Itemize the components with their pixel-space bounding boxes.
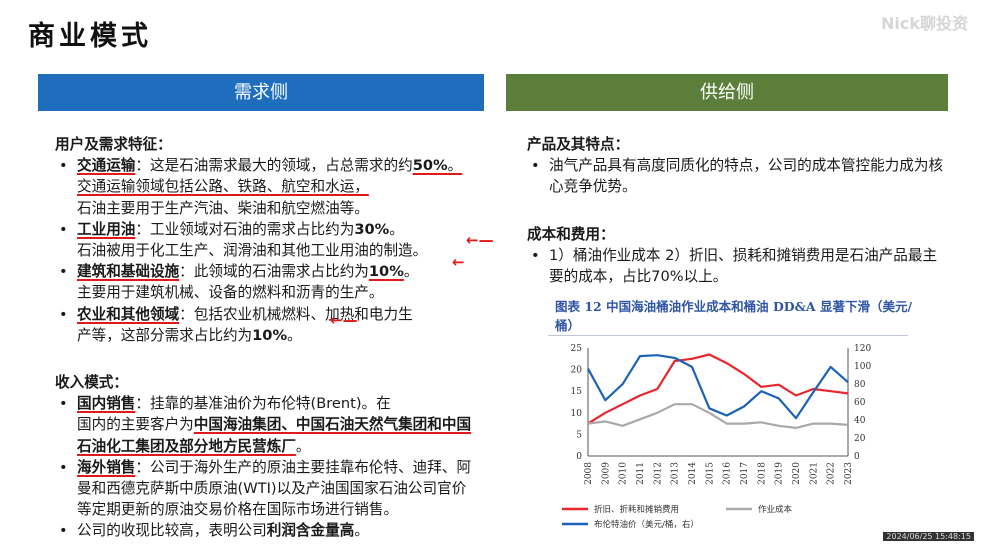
industry-text-1: ：工业领域对石油的需求占比约为 bbox=[135, 220, 355, 238]
profit-bullet: 公司的收现比较高，表明公司利润含金量高。 bbox=[55, 520, 475, 541]
agri-text-1: ：包括农业机械燃料、加热和电力生 bbox=[179, 305, 413, 323]
transport-term: 交通运输 bbox=[77, 157, 136, 175]
agri-term: 农业和其他领域 bbox=[77, 305, 180, 323]
agri-pct: 10% bbox=[252, 326, 288, 344]
y-left-tick-label: 0 bbox=[576, 452, 582, 462]
infra-bullet: 建筑和基础设施：此领域的石油需求占比约为10%。主要用于建筑机械、设备的燃料和沥… bbox=[55, 261, 475, 303]
y-right-tick-label: 120 bbox=[854, 344, 871, 354]
domestic-term: 国内销售 bbox=[77, 395, 136, 413]
x-tick-label: 2017 bbox=[740, 462, 750, 485]
x-tick-label: 2018 bbox=[757, 462, 767, 485]
infra-pct: 10% bbox=[368, 263, 404, 281]
overseas-bullet: 海外销售：公司于海外生产的原油主要挂靠布伦特、迪拜、阿曼和西德克萨斯中质原油(W… bbox=[55, 457, 475, 521]
users-section-title: 用户及需求特征： bbox=[55, 136, 172, 153]
annotation-arrow-icon: ←— bbox=[330, 311, 358, 329]
page-title: 商业模式 bbox=[28, 21, 152, 52]
infra-text-2: 。 bbox=[403, 263, 419, 281]
series-line-0 bbox=[587, 353, 849, 425]
industry-text-2: 。 bbox=[389, 220, 404, 238]
timestamp: 2024/06/25 15:48:15 bbox=[883, 532, 974, 541]
y-left-tick-label: 5 bbox=[576, 430, 582, 440]
series-line-2 bbox=[587, 354, 849, 420]
y-right-tick-label: 100 bbox=[854, 362, 871, 372]
industry-pct: 30% bbox=[354, 220, 390, 238]
domestic-text-2: 国内的主要客户为 bbox=[77, 416, 194, 434]
domestic-clients: 中国海油集团、中国石油天然气集团和中国石油化工集团及部分地方民营炼厂 bbox=[77, 416, 472, 455]
product-section-title: 产品及其特点： bbox=[527, 136, 630, 153]
y-left-tick-label: 15 bbox=[571, 387, 583, 397]
profit-text-2: 。 bbox=[354, 522, 369, 540]
industry-term: 工业用油 bbox=[77, 220, 136, 238]
demand-side-header: 需求侧 bbox=[38, 74, 484, 111]
x-tick-label: 2008 bbox=[584, 462, 594, 485]
supply-side-header: 供给侧 bbox=[506, 74, 948, 111]
transport-bullet: 交通运输：这是石油需求最大的领域，占总需求的约50%。交通运输领域包括公路、铁路… bbox=[55, 155, 475, 219]
agri-text-2: 产等，这部分需求占比约为 bbox=[77, 326, 253, 344]
annotation-arrow-icon: ←— bbox=[466, 231, 494, 249]
x-tick-label: 2019 bbox=[775, 462, 785, 485]
x-tick-label: 2023 bbox=[844, 462, 854, 485]
x-tick-label: 2014 bbox=[688, 462, 698, 485]
series-line-1 bbox=[587, 403, 849, 430]
demand-side-content: 用户及需求特征： 交通运输：这是石油需求最大的领域，占总需求的约50%。交通运输… bbox=[55, 134, 475, 542]
y-left-tick-label: 25 bbox=[571, 344, 583, 354]
x-tick-label: 2020 bbox=[792, 462, 802, 485]
product-bullet: 油气产品具有高度同质化的特点，公司的成本管控能力成为核心竞争优势。 bbox=[527, 155, 947, 197]
y-right-tick-label: 0 bbox=[854, 452, 860, 462]
chart-divider bbox=[548, 335, 908, 336]
x-tick-label: 2011 bbox=[636, 462, 646, 485]
y-left-tick-label: 10 bbox=[571, 409, 583, 419]
revenue-section-title: 收入模式： bbox=[55, 374, 128, 392]
profit-bold: 利润含金量高 bbox=[266, 522, 355, 540]
profit-text-1: 公司的收现比较高，表明公司 bbox=[77, 522, 267, 540]
transport-text-2: 。交通运输领域包括公路、铁路、航空和水运， bbox=[77, 157, 463, 196]
y-left-tick-label: 20 bbox=[571, 366, 583, 376]
x-tick-label: 2022 bbox=[827, 462, 837, 485]
cost-section-title: 成本和费用： bbox=[527, 225, 615, 243]
x-tick-label: 2015 bbox=[705, 462, 715, 485]
industry-bullet: 工业用油：工业领域对石油的需求占比约为30%。石油被用于化工生产、润滑油和其他工… bbox=[55, 219, 475, 261]
x-tick-label: 2016 bbox=[723, 462, 733, 485]
legend-label-2: 布伦特油价（美元/桶，右） bbox=[594, 519, 699, 530]
infra-term: 建筑和基础设施 bbox=[77, 263, 180, 281]
infra-text-3: 主要用于建筑机械、设备的燃料和沥青的生产。 bbox=[77, 284, 384, 302]
x-tick-label: 2013 bbox=[671, 462, 681, 485]
transport-text-1: ：这是石油需求最大的领域，占总需求的约 bbox=[135, 157, 413, 175]
watermark: Nick聊投资 bbox=[880, 14, 968, 33]
x-tick-label: 2009 bbox=[601, 462, 611, 485]
legend-label-1: 作业成本 bbox=[758, 504, 793, 515]
overseas-term: 海外销售 bbox=[77, 458, 136, 476]
y-right-tick-label: 60 bbox=[854, 398, 866, 408]
y-right-tick-label: 40 bbox=[854, 416, 866, 426]
domestic-bullet: 国内销售：挂靠的基准油价为布伦特(Brent)。在国内的主要客户为中国海油集团、… bbox=[55, 393, 475, 457]
infra-text-1: ：此领域的石油需求占比约为 bbox=[179, 263, 369, 281]
transport-pct: 50% bbox=[412, 157, 448, 175]
cost-bullet: 1）桶油作业成本 2）折旧、损耗和摊销费用是石油产品最主要的成本，占比70%以上… bbox=[527, 245, 947, 287]
chart-title: 图表 12 中国海油桶油作业成本和桶油 DD&A 显著下滑（美元/桶） bbox=[555, 299, 913, 333]
annotation-arrow-icon: ← bbox=[452, 253, 465, 271]
agri-text-3: 。 bbox=[287, 326, 302, 344]
transport-text-3: 石油主要用于生产汽油、柴油和航空燃油等。 bbox=[77, 199, 369, 217]
oil-cost-chart: 0 5 10 15 20 25 0 20 40 60 80 100 120 2008 2009 2010 201… bbox=[562, 344, 871, 530]
y-right-tick-label: 80 bbox=[854, 380, 866, 390]
domestic-text-3: 。 bbox=[295, 437, 311, 455]
overseas-text: ：公司于海外生产的原油主要挂靠布伦特、迪拜、阿曼和西德克萨斯中质原油(WTI)以… bbox=[77, 458, 472, 519]
domestic-text-1: ：挂靠的基准油价为布伦特(Brent)。在 bbox=[135, 395, 391, 413]
x-tick-label: 2010 bbox=[619, 462, 629, 485]
x-tick-label: 2021 bbox=[809, 462, 819, 485]
y-right-tick-label: 20 bbox=[854, 434, 866, 444]
x-tick-label: 2012 bbox=[653, 462, 663, 485]
industry-text-3: 石油被用于化工生产、润滑油和其他工业用油的制造。 bbox=[77, 242, 428, 260]
legend-label-0: 折旧、折耗和摊销费用 bbox=[594, 504, 679, 515]
supply-side-content: 产品及其特点： 油气产品具有高度同质化的特点，公司的成本管控能力成为核心竞争优势… bbox=[527, 134, 947, 287]
